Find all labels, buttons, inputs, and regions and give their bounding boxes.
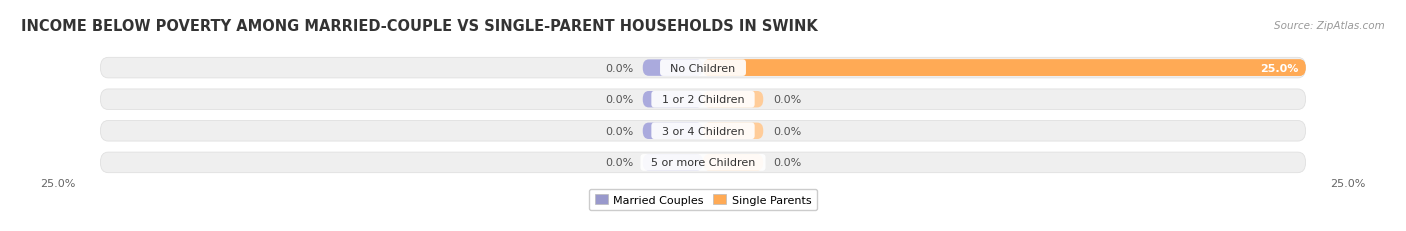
FancyBboxPatch shape bbox=[703, 155, 763, 171]
Legend: Married Couples, Single Parents: Married Couples, Single Parents bbox=[589, 189, 817, 210]
FancyBboxPatch shape bbox=[100, 90, 1306, 110]
Text: Source: ZipAtlas.com: Source: ZipAtlas.com bbox=[1274, 21, 1385, 31]
Text: 0.0%: 0.0% bbox=[605, 158, 633, 168]
Text: 0.0%: 0.0% bbox=[605, 95, 633, 105]
Text: 5 or more Children: 5 or more Children bbox=[644, 158, 762, 168]
Text: No Children: No Children bbox=[664, 63, 742, 73]
FancyBboxPatch shape bbox=[100, 152, 1306, 173]
Text: 0.0%: 0.0% bbox=[605, 63, 633, 73]
Text: 3 or 4 Children: 3 or 4 Children bbox=[655, 126, 751, 136]
FancyBboxPatch shape bbox=[703, 92, 763, 108]
FancyBboxPatch shape bbox=[703, 60, 1306, 76]
FancyBboxPatch shape bbox=[643, 60, 703, 76]
Text: 0.0%: 0.0% bbox=[605, 126, 633, 136]
Text: 0.0%: 0.0% bbox=[773, 95, 801, 105]
Text: 0.0%: 0.0% bbox=[773, 158, 801, 168]
FancyBboxPatch shape bbox=[703, 60, 1306, 76]
Text: 25.0%: 25.0% bbox=[41, 179, 76, 188]
FancyBboxPatch shape bbox=[100, 121, 1306, 141]
Text: 1 or 2 Children: 1 or 2 Children bbox=[655, 95, 751, 105]
Text: 25.0%: 25.0% bbox=[1330, 179, 1365, 188]
Text: 0.0%: 0.0% bbox=[773, 126, 801, 136]
FancyBboxPatch shape bbox=[100, 58, 1306, 79]
FancyBboxPatch shape bbox=[643, 123, 703, 139]
Text: INCOME BELOW POVERTY AMONG MARRIED-COUPLE VS SINGLE-PARENT HOUSEHOLDS IN SWINK: INCOME BELOW POVERTY AMONG MARRIED-COUPL… bbox=[21, 18, 818, 33]
Text: 25.0%: 25.0% bbox=[1260, 63, 1298, 73]
FancyBboxPatch shape bbox=[643, 155, 703, 171]
FancyBboxPatch shape bbox=[703, 123, 763, 139]
FancyBboxPatch shape bbox=[643, 92, 703, 108]
